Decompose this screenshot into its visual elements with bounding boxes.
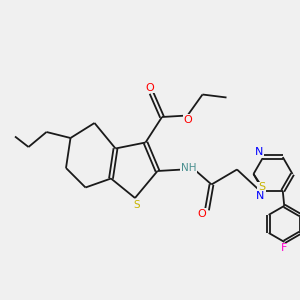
Text: N: N [255,147,263,157]
Text: F: F [281,244,287,254]
Text: O: O [197,208,206,219]
Text: S: S [133,200,140,210]
Text: O: O [184,115,193,125]
Text: O: O [146,82,154,93]
Text: NH: NH [181,163,196,173]
Text: S: S [258,182,265,193]
Text: N: N [256,191,264,201]
